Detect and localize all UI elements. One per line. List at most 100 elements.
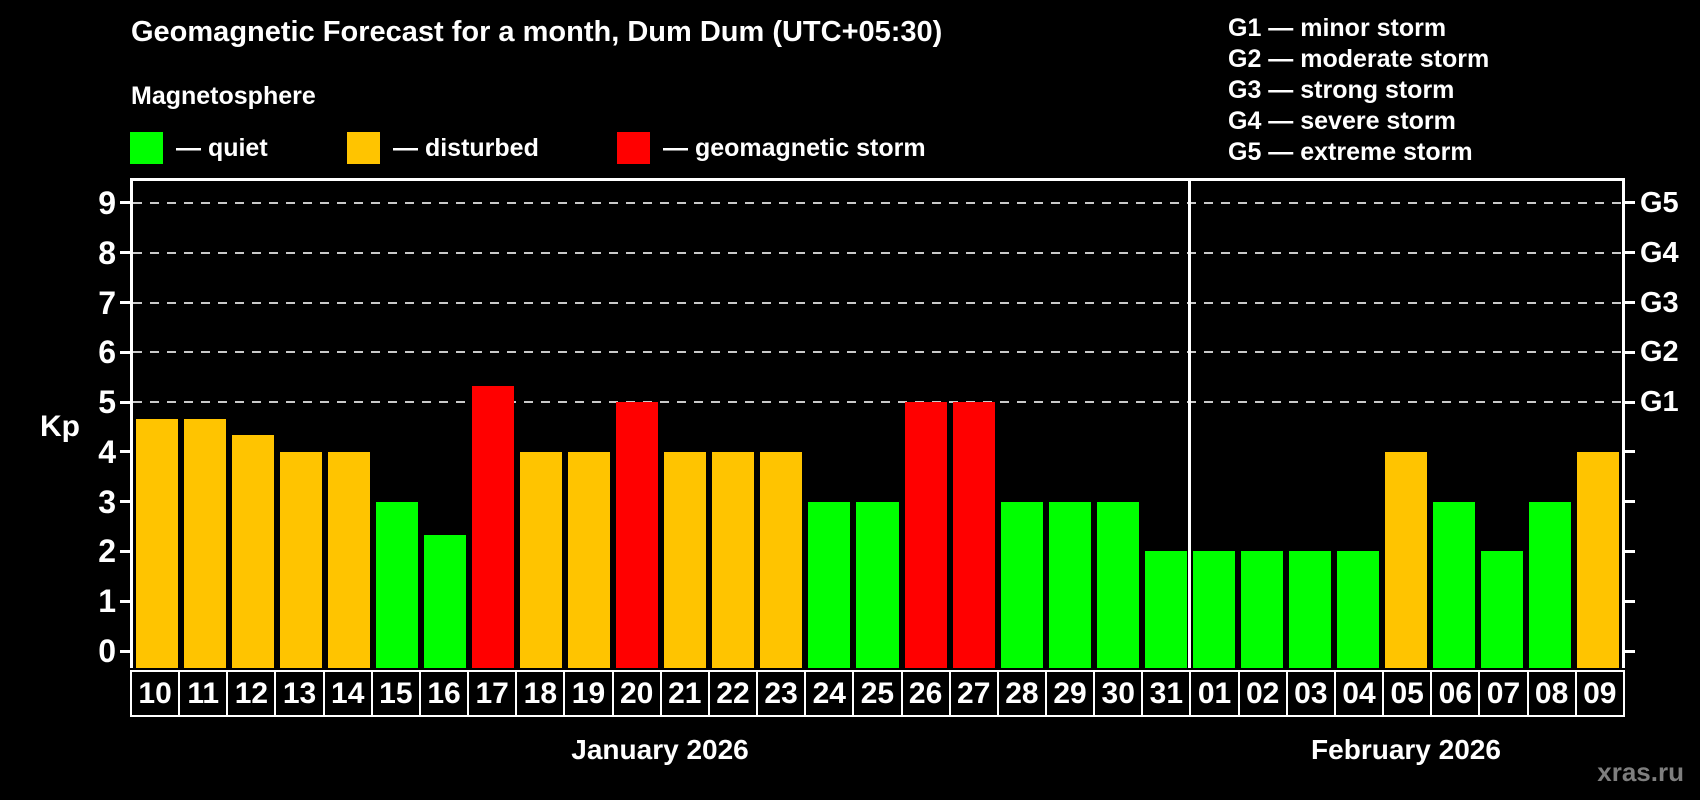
- kp-bar: [280, 451, 323, 668]
- kp-bar: [1000, 501, 1043, 668]
- y-axis-tick-right: [1625, 400, 1635, 404]
- legend-item-storm: — geomagnetic storm: [617, 132, 926, 164]
- y-axis-tick-left: [120, 251, 130, 255]
- gridline-kp8: [133, 251, 1622, 254]
- gridline-kp7: [133, 301, 1622, 304]
- y-axis-tick-left: [120, 400, 130, 404]
- gridline-kp6: [133, 351, 1622, 354]
- y-axis-tick-right: [1625, 599, 1635, 603]
- magnetosphere-label: Magnetosphere: [131, 82, 316, 110]
- kp-bar: [904, 402, 947, 668]
- kp-bar: [136, 418, 179, 668]
- kp-bar: [184, 418, 227, 668]
- y-axis-tick-left: [120, 301, 130, 304]
- g-legend-item-g5: G5 — extreme storm: [1228, 138, 1473, 166]
- g-level-label: G4: [1640, 236, 1679, 269]
- day-label: 30: [1093, 670, 1144, 717]
- g-level-label: G1: [1640, 386, 1679, 419]
- day-label: 17: [467, 670, 518, 717]
- y-axis-tick-left: [120, 649, 130, 653]
- kp-bar: [856, 501, 899, 668]
- storm-color-swatch: [617, 132, 650, 164]
- day-label: 07: [1478, 670, 1529, 717]
- month-separator-line: [1188, 181, 1192, 668]
- day-axis-row: 10 11 12 13 14 15 16 17 18 19 20 21 22 23 24 25 26 27 28 29…: [130, 670, 1625, 717]
- legend-label-disturbed: — disturbed: [393, 133, 539, 162]
- kp-bar: [472, 385, 515, 668]
- kp-bar: [1432, 501, 1475, 668]
- kp-bar: [376, 501, 419, 668]
- kp-bar: [1048, 501, 1091, 668]
- kp-bar: [328, 451, 371, 668]
- y-axis-tick-right: [1625, 450, 1635, 454]
- day-label: 16: [418, 670, 470, 717]
- kp-bar: [1096, 501, 1139, 668]
- day-label: 25: [852, 670, 903, 717]
- y-tick-label: 8: [98, 234, 116, 271]
- day-label: 28: [996, 670, 1047, 717]
- kp-status-legend: — quiet — disturbed — geomagnetic storm: [130, 132, 1080, 168]
- day-label: 03: [1285, 670, 1336, 717]
- y-tick-label: 7: [98, 284, 116, 321]
- disturbed-color-swatch: [347, 132, 380, 164]
- quiet-color-swatch: [130, 132, 163, 164]
- legend-item-disturbed: — disturbed: [347, 132, 539, 164]
- day-label: 06: [1430, 670, 1481, 717]
- kp-bar: [232, 435, 275, 668]
- day-label: 01: [1189, 670, 1240, 717]
- kp-bar: [1528, 501, 1571, 668]
- day-label: 23: [756, 670, 807, 717]
- y-tick-label: 0: [98, 633, 116, 670]
- day-label: 13: [274, 670, 325, 717]
- day-label: 15: [370, 670, 421, 717]
- y-axis-tick-right: [1625, 549, 1635, 553]
- kp-bar: [1384, 451, 1427, 668]
- y-axis-tick-left: [120, 599, 130, 603]
- day-label: 26: [900, 670, 951, 717]
- g-legend-item-g1: G1 — minor storm: [1228, 14, 1447, 42]
- kp-bar: [1192, 551, 1235, 668]
- legend-label-storm: — geomagnetic storm: [663, 133, 926, 162]
- y-axis-tick-left: [120, 500, 130, 504]
- plot-area: 0 1 2 3 4 5 6 7 8 9 G1 G2 G3 G4 G5: [98, 178, 1679, 668]
- y-axis-title: Kp: [40, 410, 80, 443]
- day-label: 20: [611, 670, 662, 717]
- kp-bar: [1288, 551, 1331, 668]
- day-label: 19: [563, 670, 614, 717]
- y-tick-label: 1: [98, 583, 116, 620]
- day-label: 04: [1333, 670, 1385, 717]
- kp-bar: [616, 402, 659, 668]
- kp-bar: [568, 451, 611, 668]
- day-label: 29: [1044, 670, 1096, 717]
- day-label: 22: [707, 670, 759, 717]
- g-level-label: G3: [1640, 286, 1679, 319]
- y-axis-tick-right: [1625, 301, 1635, 304]
- gridline-kp9: [133, 201, 1622, 204]
- y-axis-tick-left: [120, 450, 130, 454]
- month-label-january: January 2026: [571, 734, 749, 765]
- kp-bar: [1336, 551, 1379, 668]
- y-axis-tick-right: [1625, 251, 1635, 255]
- y-tick-label: 4: [98, 433, 116, 470]
- kp-bar: [712, 451, 755, 668]
- legend-item-quiet: — quiet: [130, 132, 268, 164]
- month-label-february: February 2026: [1311, 734, 1501, 765]
- kp-bar: [520, 451, 563, 668]
- g-level-label: G2: [1640, 336, 1679, 369]
- day-label: 21: [659, 670, 710, 717]
- day-label: 08: [1526, 670, 1577, 717]
- day-label: 18: [515, 670, 566, 717]
- g-scale-legend: G1 — minor storm G2 — moderate storm G3 …: [1228, 13, 1489, 168]
- kp-bar: [424, 535, 467, 668]
- day-label: 27: [948, 670, 999, 717]
- day-label: 14: [322, 670, 373, 717]
- kp-bar: [808, 501, 851, 668]
- gridline-kp5: [133, 401, 1622, 404]
- g-level-label: G5: [1640, 186, 1679, 219]
- y-axis-tick-left: [120, 350, 130, 354]
- y-tick-label: 3: [98, 483, 116, 520]
- kp-bar: [760, 451, 803, 668]
- kp-bar: [1240, 551, 1283, 668]
- day-label: 02: [1237, 670, 1288, 717]
- kp-bar: [664, 451, 707, 668]
